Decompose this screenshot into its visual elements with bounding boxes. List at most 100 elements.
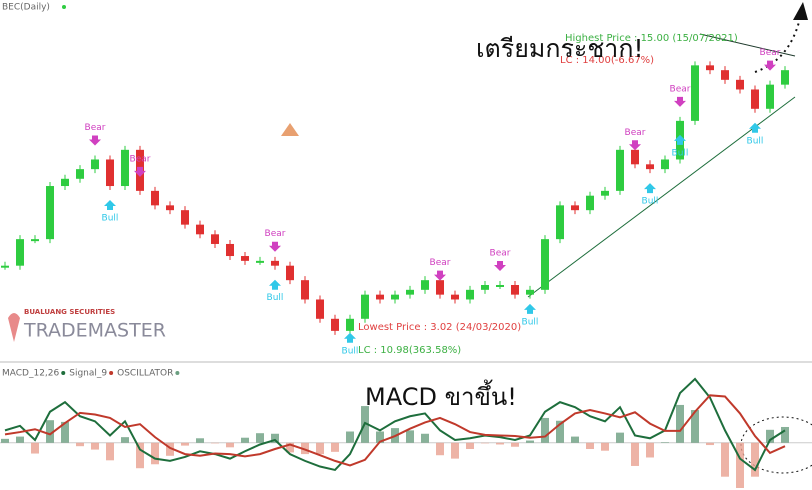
signal-arrow bbox=[89, 135, 101, 146]
histogram-bar bbox=[436, 442, 444, 456]
histogram-bar bbox=[766, 429, 774, 443]
candle bbox=[541, 239, 549, 290]
candle bbox=[451, 294, 459, 300]
histogram-bar bbox=[61, 421, 69, 443]
trend-line bbox=[527, 96, 796, 298]
candle bbox=[436, 280, 444, 295]
signal-label: Bull bbox=[642, 197, 659, 207]
histogram-bar bbox=[1, 438, 9, 443]
candle bbox=[301, 280, 309, 300]
annotation: LC : 10.98(363.58%) bbox=[358, 345, 461, 356]
candle bbox=[91, 159, 99, 170]
candle bbox=[511, 285, 519, 295]
legend-dot bbox=[61, 371, 66, 375]
histogram-bar bbox=[151, 442, 159, 465]
candle bbox=[616, 149, 624, 191]
candle bbox=[196, 224, 204, 235]
signal-arrow bbox=[134, 166, 146, 177]
signal-arrow bbox=[629, 140, 641, 151]
candle bbox=[376, 294, 384, 300]
signal-label: Bear bbox=[265, 229, 286, 239]
candle bbox=[1, 265, 9, 268]
histogram-bar bbox=[721, 442, 729, 477]
histogram-bar bbox=[256, 433, 264, 443]
candle bbox=[661, 159, 669, 170]
signal-arrow bbox=[674, 96, 686, 107]
histogram-bar bbox=[196, 438, 204, 443]
histogram-bar bbox=[166, 442, 174, 456]
signal-arrow bbox=[434, 270, 446, 281]
histogram-bar bbox=[706, 442, 714, 446]
signal-label: Bear bbox=[670, 84, 691, 94]
trend-line bbox=[699, 33, 796, 57]
signal-arrow bbox=[269, 279, 281, 290]
candle bbox=[331, 318, 339, 331]
candle bbox=[316, 299, 324, 319]
candle bbox=[151, 190, 159, 206]
candle bbox=[421, 280, 429, 290]
histogram-bar bbox=[406, 430, 414, 443]
signal-label: Bull bbox=[672, 148, 689, 158]
candle bbox=[361, 294, 369, 319]
histogram-bar bbox=[91, 442, 99, 450]
histogram-bar bbox=[121, 437, 129, 443]
annotation: Highest Price : 15.00 (15/07/2021) bbox=[565, 33, 738, 44]
histogram-bar bbox=[661, 442, 669, 443]
legend-entry: MACD_12,26 bbox=[2, 369, 60, 379]
candle bbox=[106, 159, 114, 187]
signal-label: Bull bbox=[747, 136, 764, 146]
signal-label: Bear bbox=[130, 154, 151, 164]
candle bbox=[271, 260, 279, 266]
chart-title: BEC(Daily) bbox=[2, 3, 50, 13]
histogram-bar bbox=[46, 420, 54, 443]
candle bbox=[706, 65, 714, 71]
histogram-bar bbox=[316, 442, 324, 455]
histogram-bar bbox=[511, 442, 519, 447]
candle bbox=[211, 234, 219, 244]
candle bbox=[601, 190, 609, 196]
histogram-bar bbox=[541, 417, 549, 443]
candle bbox=[736, 79, 744, 90]
candle bbox=[781, 70, 789, 85]
candle bbox=[286, 265, 294, 281]
annotation: LC : 14.00(-6.67%) bbox=[560, 55, 654, 66]
signal-arrow bbox=[104, 200, 116, 211]
signal-arrow bbox=[269, 241, 281, 252]
histogram-bar bbox=[571, 436, 579, 443]
histogram-bar bbox=[421, 433, 429, 443]
legend-dot bbox=[109, 371, 114, 375]
candle bbox=[121, 149, 129, 187]
caption: MACD ขาขึ้น! bbox=[365, 379, 517, 411]
signal-label: Bear bbox=[490, 249, 511, 259]
candle bbox=[586, 195, 594, 211]
histogram-bar bbox=[181, 442, 189, 446]
candle bbox=[646, 164, 654, 170]
signal-arrow bbox=[764, 60, 776, 71]
candle bbox=[61, 178, 69, 187]
histogram-bar bbox=[556, 420, 564, 443]
candle bbox=[466, 289, 474, 300]
candle bbox=[181, 210, 189, 225]
title-dot bbox=[62, 5, 66, 9]
candle bbox=[256, 260, 264, 263]
histogram-bar bbox=[616, 432, 624, 443]
candle bbox=[751, 89, 759, 109]
histogram-bar bbox=[301, 442, 309, 455]
histogram-bar bbox=[676, 404, 684, 443]
signal-label: Bear bbox=[625, 128, 646, 138]
histogram-bar bbox=[106, 442, 114, 461]
macd-line bbox=[4, 394, 786, 467]
signal-arrow bbox=[644, 183, 656, 194]
histogram-bar bbox=[136, 442, 144, 469]
candle bbox=[571, 205, 579, 211]
histogram-bar bbox=[481, 442, 489, 444]
histogram-bar bbox=[466, 442, 474, 450]
triangle-marker bbox=[281, 123, 299, 136]
legend-entry: OSCILLATOR bbox=[117, 369, 173, 379]
histogram-bar bbox=[16, 436, 24, 443]
histogram-bar bbox=[346, 431, 354, 443]
candle bbox=[481, 285, 489, 290]
signal-arrow bbox=[524, 303, 536, 314]
signal-label: Bear bbox=[85, 123, 106, 133]
